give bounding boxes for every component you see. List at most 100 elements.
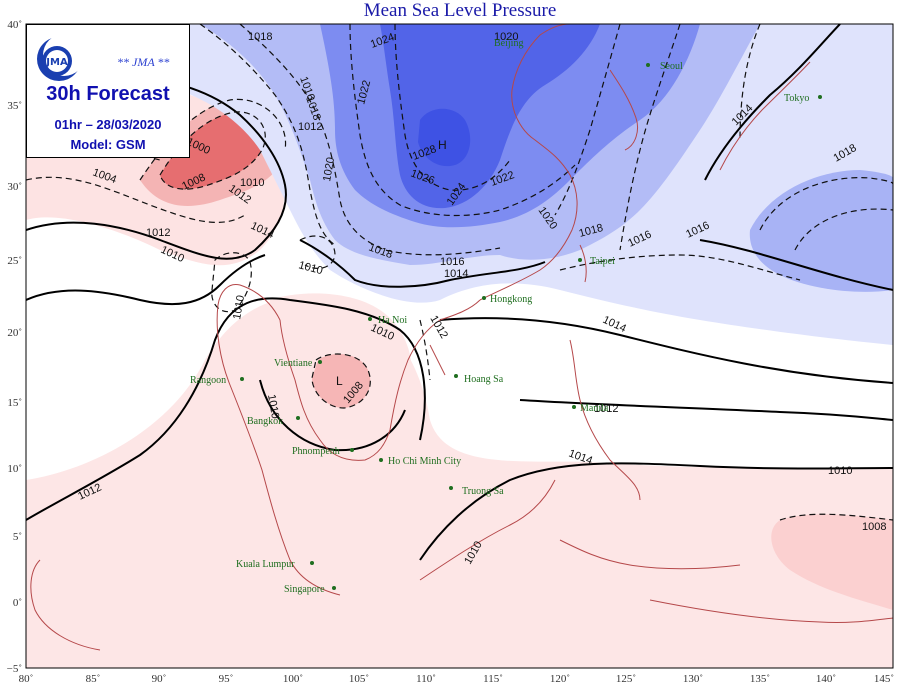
contour-label: 1010 bbox=[231, 294, 247, 320]
low-area-northwest-deep bbox=[160, 111, 266, 190]
x-tick-label: 130˚ bbox=[683, 673, 703, 685]
city-hanoi: Ha Noi bbox=[368, 315, 407, 326]
forecast-info-box: JMA ** JMA ** 30h Forecast 01hr – 28/03/… bbox=[26, 24, 190, 158]
contour-label: 1014 bbox=[444, 268, 468, 280]
contour-label: 1012 bbox=[146, 227, 170, 239]
coastlines bbox=[30, 24, 893, 651]
forecast-title: 30h Forecast bbox=[46, 83, 170, 105]
x-tick-label: 80˚ bbox=[19, 673, 34, 685]
city-phnompenh: Phnompenh bbox=[292, 446, 354, 457]
y-tick-label: 0˚ bbox=[13, 597, 22, 609]
city-singapore: Singapore bbox=[284, 584, 336, 595]
city-truongsa: Truong Sa bbox=[449, 486, 504, 497]
x-tick-label: 95˚ bbox=[219, 673, 234, 685]
contour-label: 1020 bbox=[494, 31, 518, 43]
low-area-southeast-deep bbox=[771, 514, 893, 610]
y-tick-label: 20˚ bbox=[7, 327, 22, 339]
city-taipei: Taipei bbox=[578, 256, 615, 267]
contour-label: 1008 bbox=[862, 521, 886, 533]
city-dot bbox=[454, 374, 458, 378]
city-dot bbox=[572, 405, 576, 409]
low-pressure-center: L bbox=[336, 374, 343, 388]
city-label: Manila bbox=[580, 403, 609, 414]
city-label: Ha Noi bbox=[378, 315, 407, 326]
x-tick-label: 140˚ bbox=[816, 673, 836, 685]
city-dot bbox=[482, 296, 486, 300]
model-label: Model: GSM bbox=[70, 137, 146, 152]
city-vientiane: Vientiane bbox=[274, 358, 322, 369]
city-label: Seoul bbox=[660, 61, 683, 72]
x-tick-label: 90˚ bbox=[152, 673, 167, 685]
city-dot bbox=[350, 448, 354, 452]
x-tick-label: 145˚ bbox=[874, 673, 894, 685]
city-label: Bangkok bbox=[247, 416, 283, 427]
plot-frame bbox=[25, 23, 894, 669]
y-tick-label: 5˚ bbox=[13, 531, 22, 543]
contour-label: 1018 bbox=[248, 31, 272, 43]
contour-label: 1016 bbox=[440, 256, 464, 268]
x-tick-label: 100˚ bbox=[283, 673, 303, 685]
high-area-h bbox=[418, 108, 471, 167]
contour-label: 1010 bbox=[240, 177, 264, 189]
x-tick-label: 125˚ bbox=[616, 673, 636, 685]
city-tokyo: Tokyo bbox=[784, 93, 822, 104]
y-tick-label: −5˚ bbox=[7, 663, 22, 675]
city-dot bbox=[379, 458, 383, 462]
forecast-datetime: 01hr – 28/03/2020 bbox=[54, 117, 162, 132]
city-dot bbox=[240, 377, 244, 381]
city-label: Truong Sa bbox=[462, 486, 504, 497]
map-title: Mean Sea Level Pressure bbox=[364, 0, 557, 21]
city-dot bbox=[578, 258, 582, 262]
y-tick-label: 10˚ bbox=[7, 463, 22, 475]
city-kualalumpur: Kuala Lumpur bbox=[236, 559, 314, 570]
city-dot bbox=[318, 360, 322, 364]
city-dot bbox=[332, 586, 336, 590]
low-area-south bbox=[26, 296, 893, 668]
city-dot bbox=[368, 317, 372, 321]
contour-label: 1012 bbox=[594, 403, 618, 415]
y-tick-label: 30˚ bbox=[7, 181, 22, 193]
low-area-l-center bbox=[312, 354, 371, 408]
x-tick-label: 120˚ bbox=[550, 673, 570, 685]
y-tick-label: 40˚ bbox=[7, 19, 22, 31]
city-label: Taipei bbox=[590, 256, 615, 267]
city-rangoon: Rangoon bbox=[190, 375, 244, 386]
city-label: Tokyo bbox=[784, 93, 809, 104]
city-label: Hongkong bbox=[490, 294, 532, 305]
y-tick-label: 25˚ bbox=[7, 255, 22, 267]
city-seoul: Seoul bbox=[646, 61, 683, 72]
city-manila: Manila bbox=[572, 403, 609, 414]
city-label: Ho Chi Minh City bbox=[388, 456, 461, 467]
y-axis: 40˚ 35˚ 30˚ 25˚ 20˚ 15˚ 10˚ 5˚ 0˚ −5˚ bbox=[7, 19, 22, 675]
agency-label: ** JMA ** bbox=[117, 55, 170, 69]
x-axis: 80˚ 85˚ 90˚ 95˚ 100˚ 105˚ 110˚ 115˚ 120˚… bbox=[19, 673, 894, 685]
city-markers: Beijing Seoul Tokyo Taipei Hongkong Ha N… bbox=[190, 38, 822, 595]
city-label: Hoang Sa bbox=[464, 374, 504, 385]
contour-label: 1010 bbox=[265, 393, 281, 419]
city-dot bbox=[646, 63, 650, 67]
city-dot bbox=[296, 416, 300, 420]
city-beijing: Beijing bbox=[494, 38, 523, 49]
x-tick-label: 105˚ bbox=[349, 673, 369, 685]
city-label: Singapore bbox=[284, 584, 325, 595]
city-hongkong: Hongkong bbox=[482, 294, 532, 305]
x-tick-label: 110˚ bbox=[416, 673, 436, 685]
city-label: Rangoon bbox=[190, 375, 226, 386]
svg-text:JMA: JMA bbox=[45, 57, 68, 68]
city-bangkok: Bangkok bbox=[247, 416, 300, 427]
x-tick-label: 85˚ bbox=[86, 673, 101, 685]
city-dot bbox=[449, 486, 453, 490]
x-tick-label: 135˚ bbox=[750, 673, 770, 685]
jma-logo-icon: JMA bbox=[37, 34, 85, 81]
city-label: Kuala Lumpur bbox=[236, 559, 295, 570]
city-hcmc: Ho Chi Minh City bbox=[379, 456, 461, 467]
contour-label: 1020 bbox=[321, 156, 337, 182]
city-dot bbox=[818, 95, 822, 99]
pressure-field bbox=[26, 24, 893, 668]
y-tick-label: 35˚ bbox=[7, 100, 22, 112]
contour-label: 1010 bbox=[828, 465, 852, 477]
x-tick-label: 115˚ bbox=[483, 673, 503, 685]
city-label: Beijing bbox=[494, 38, 523, 49]
contour-label: 1012 bbox=[298, 121, 322, 133]
